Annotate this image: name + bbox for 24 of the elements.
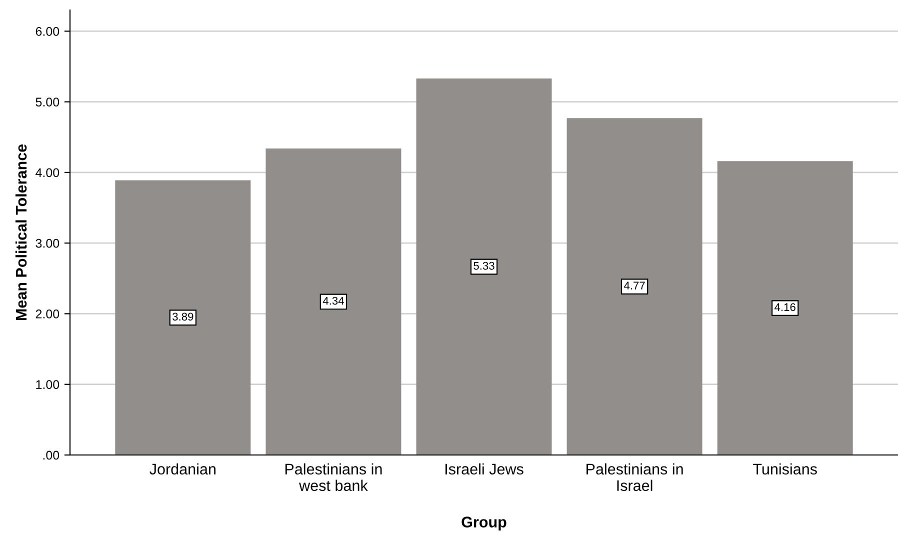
- x-tick-label: Palestinians in Israel: [586, 463, 683, 492]
- bar: [566, 118, 702, 455]
- x-tick-label: Israeli Jews: [446, 463, 524, 475]
- x-tick-label: Palestinians in west bank: [285, 463, 382, 492]
- x-axis-title: Group: [462, 516, 506, 530]
- bar: [717, 161, 853, 455]
- y-tick-label: 5.00: [36, 98, 60, 106]
- data-label: 3.89: [172, 312, 194, 321]
- y-tick-label: 3.00: [36, 238, 60, 248]
- x-tick-label: Jordanian: [150, 463, 216, 475]
- y-tick-label: 2.00: [36, 310, 60, 318]
- bar: [266, 148, 402, 455]
- y-axis-title: Mean Political Tolerance: [15, 144, 27, 320]
- data-label: 5.33: [474, 262, 494, 270]
- y-tick-label: 1.00: [36, 380, 60, 390]
- y-tick-label: 4.00: [36, 168, 60, 178]
- y-tick-label: 6.00: [36, 26, 60, 36]
- bar: [416, 78, 552, 455]
- data-label: 4.77: [624, 282, 645, 290]
- bar: [115, 180, 251, 455]
- y-tick-label: .00: [43, 450, 60, 460]
- x-tick-label: Tunisians: [753, 463, 817, 475]
- data-label: 4.34: [322, 296, 344, 305]
- data-label: 4.16: [774, 303, 796, 312]
